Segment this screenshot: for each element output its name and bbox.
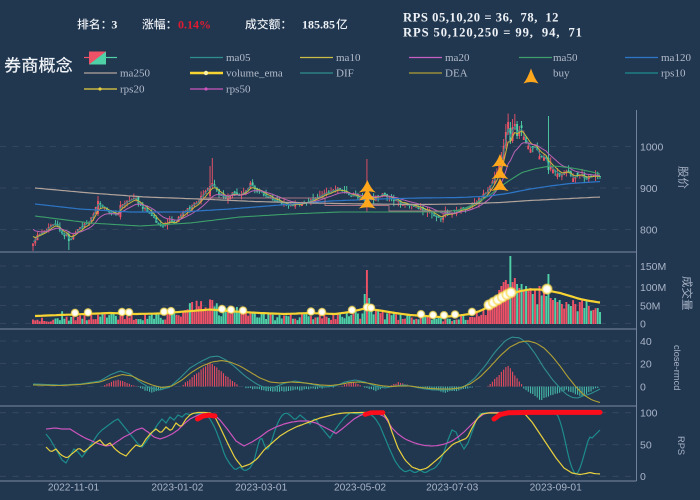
svg-text:100M: 100M [640,282,666,294]
svg-text:20: 20 [640,358,652,370]
svg-text:2023-07-03: 2023-07-03 [426,483,478,494]
svg-text:ma50: ma50 [553,52,578,64]
svg-text:close-rmcd: close-rmcd [672,345,682,390]
svg-text:185.85: 185.85 [302,17,335,31]
svg-text:ma20: ma20 [445,52,470,64]
svg-text:40: 40 [640,336,652,348]
svg-text:DEA: DEA [445,68,468,80]
svg-text:2023-03-01: 2023-03-01 [235,483,287,494]
svg-text:3: 3 [111,17,117,31]
svg-text:DIF: DIF [336,68,354,80]
svg-text:900: 900 [640,183,658,195]
svg-text:0: 0 [640,381,646,393]
svg-text:0: 0 [640,318,646,330]
svg-text:volume_ema: volume_ema [226,68,283,80]
svg-text:150M: 150M [640,261,666,273]
svg-text:2023-09-01: 2023-09-01 [530,483,582,494]
svg-text:ma05: ma05 [226,52,251,64]
svg-text:50M: 50M [640,300,660,312]
svg-text:rps10: rps10 [661,68,686,80]
svg-text:RPS: RPS [676,436,686,455]
svg-text:0: 0 [640,471,646,483]
svg-text:rps20: rps20 [120,84,145,96]
svg-text:RPS 05,10,20 = 36, 78, 12: RPS 05,10,20 = 36, 78, 12 [403,11,559,25]
svg-text:ma10: ma10 [336,52,361,64]
svg-text:2023-05-02: 2023-05-02 [334,483,386,494]
svg-text:RPS 50,120,250 = 99, 94, 71: RPS 50,120,250 = 99, 94, 71 [403,26,583,40]
svg-text:ma250: ma250 [120,68,150,80]
svg-text:2023-01-02: 2023-01-02 [151,483,203,494]
svg-text:buy: buy [553,68,570,80]
svg-text:2022-11-01: 2022-11-01 [48,483,100,494]
svg-text:100: 100 [640,408,658,420]
svg-text:1000: 1000 [640,141,664,153]
svg-text:50: 50 [640,440,652,452]
svg-text:800: 800 [640,224,658,236]
svg-text:0.14%: 0.14% [178,17,211,31]
svg-text:rps50: rps50 [226,84,251,96]
svg-text:ma120: ma120 [661,52,691,64]
